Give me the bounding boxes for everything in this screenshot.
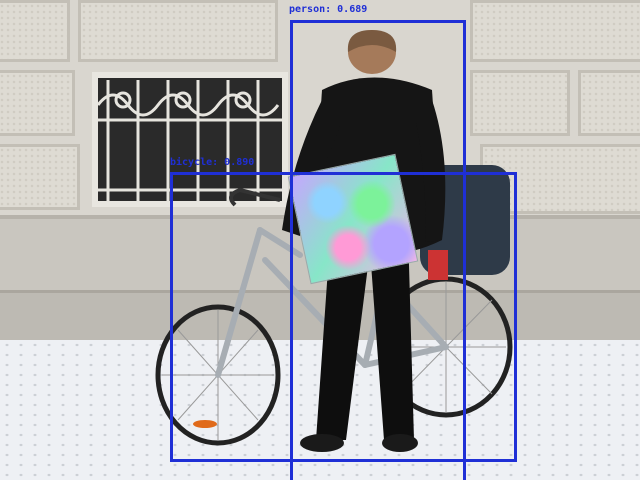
person-detection-box <box>290 20 466 480</box>
wall-block <box>0 70 75 136</box>
bicycle-detection-box <box>170 172 517 462</box>
stone-wall <box>0 0 640 215</box>
wall-block <box>470 70 570 136</box>
wall-block <box>78 0 278 62</box>
wall-block <box>0 144 80 210</box>
person-detection-label: person: 0.689 <box>289 4 368 15</box>
window-grille <box>98 80 282 202</box>
wall-block <box>0 0 70 62</box>
wall-block <box>470 0 640 62</box>
bicycle-detection-label: bicycle: 0.890 <box>170 157 255 168</box>
wall-block <box>578 70 640 136</box>
